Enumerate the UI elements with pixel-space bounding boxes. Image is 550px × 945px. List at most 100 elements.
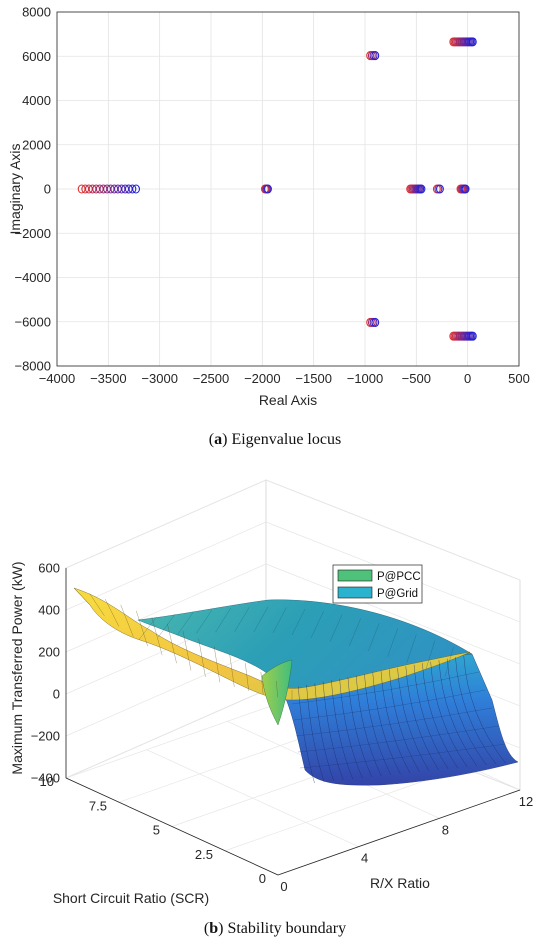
mesh-line-yellow [167,623,177,664]
mesh-line-plateau [196,609,213,634]
eigenvalue-point [371,51,380,61]
mesh-line-plateau [177,611,194,636]
y-tick-label: −4000 [14,270,51,285]
grid-line-z-left [65,479,267,569]
eigenvalue-point [435,184,444,194]
y-tick-label: 4000 [22,93,51,108]
eigenvalue-point [468,331,477,341]
caption-a-letter: a [214,431,222,448]
caption-b-text: ) Stability boundary [218,920,346,937]
mesh-line-yellow [151,617,163,656]
x-tick-label: −2000 [244,371,281,386]
x-tick-label: 500 [508,371,530,386]
eigenvalue-point [417,184,426,194]
mesh-line-plateau [444,647,454,677]
grid-line-scr [65,692,309,779]
surface-mesh-lines [73,587,506,784]
eigenvalue-locus-plot: −4000 −3500 −3000 −2500 −2000 −1500 −1000 −500 0… [7,5,530,409]
mesh-line-plateau [215,607,231,633]
mesh-line-yellow [73,587,91,606]
grid-line-z-left [65,647,267,737]
caption-a-text: ) Eigenvalue locus [222,431,341,448]
mesh-line-blue [380,670,411,774]
rx-tick-label: 8 [442,822,449,837]
stability-boundary-plot: 600 400 200 0 −200 −400 10 7.5 5 2.5 0 0 4 8 12 Maxi… [9,479,533,906]
caption-b: (b) Stability boundary [204,920,346,937]
mesh-line-yellow [198,638,206,677]
y-tick-label: −6000 [14,314,51,329]
eigenvalue-point [132,184,141,194]
legend-label-pcc: P@PCC [377,571,421,583]
legend-swatch-grid [337,586,373,599]
rx-tick-label: 4 [361,851,368,866]
x-tick-label: −1000 [347,371,384,386]
plot-b-z-label: Maximum Transferred Power (kW) [9,561,25,774]
mesh-line-blue [438,660,477,767]
mesh-line-yellow [120,604,134,637]
mesh-line-blue [389,669,420,773]
mesh-line-blue [347,677,373,778]
plot-a-y-ticks: 8000 6000 4000 2000 0 −2000 −4000 −6000 −8000 [14,5,51,374]
z-tick-label: 600 [38,561,60,576]
eigenvalue-point [264,184,272,194]
z-tick-label: −200 [31,729,60,744]
plot-a-x-ticks: −4000 −3500 −3000 −2500 −2000 −1500 −1000 −500 0… [39,371,530,386]
mesh-line-plateau [310,611,324,638]
y-tick-label: 8000 [22,5,51,20]
mesh-line-yellow [136,610,148,647]
mesh-line-blue [446,658,487,766]
z-tick-label: −400 [31,771,60,786]
mesh-line-plateau [330,614,343,642]
mesh-line-plateau [272,607,287,634]
grid-line-z-left [65,521,267,611]
mesh-line-blue [298,686,315,784]
legend-swatch-pcc [337,569,373,582]
mesh-line-plateau [291,608,306,636]
mesh-line-yellow [229,654,235,687]
mesh-contour-blue [297,725,499,753]
mesh-line-plateau [425,640,436,670]
mesh-line-yellow [276,680,278,698]
x-tick-label: −3000 [141,371,178,386]
mesh-line-blue [405,666,439,771]
mesh-line-plateau [349,618,361,646]
caption-b-letter: b [209,920,218,937]
mesh-line-blue [463,655,506,764]
mesh-line-plateau [368,623,380,651]
plot-b-rx-label: R/X Ratio [370,875,430,891]
x-tick-label: −500 [402,371,431,386]
plot-b-legend: P@PCC P@Grid [332,564,423,604]
x-tick-label: 0 [464,371,471,386]
mesh-line-plateau [387,628,398,657]
mesh-line-blue [364,674,392,776]
eigenvalue-point [371,317,380,327]
y-tick-label: −2000 [14,226,51,241]
surface-pcc-yellow-sheet [73,587,471,701]
mesh-line-blue [306,684,325,783]
mesh-line-plateau [158,614,176,638]
legend-label-grid: P@Grid [377,588,418,600]
box-edge-rx-axis [277,789,521,876]
box-edge-scr-axis [65,777,279,876]
scr-tick-label: 10 [40,774,54,789]
mesh-line-yellow [245,663,249,691]
surface-green-fold [261,659,293,726]
mesh-line-blue [455,657,497,765]
mesh-line-yellow [213,646,221,683]
mesh-line-plateau [253,606,269,633]
mesh-contour-blue [293,689,486,721]
mesh-contour-blue [299,743,506,769]
rx-tick-label: 0 [280,879,287,894]
eigenvalue-point [468,37,477,47]
eigenvalue-point [128,184,137,194]
z-tick-label: 200 [38,645,60,660]
plot-b-scr-label: Short Circuit Ratio (SCR) [53,890,209,906]
x-tick-label: −1500 [295,371,332,386]
grid-line-rx [146,749,359,847]
y-tick-label: 0 [44,182,51,197]
mesh-line-blue [413,664,449,770]
plot-b-rx-ticks: 0 4 8 12 [280,794,533,894]
grid-line-z-right [265,563,521,665]
mesh-line-yellow [89,593,105,616]
mesh-line-blue [430,661,468,768]
